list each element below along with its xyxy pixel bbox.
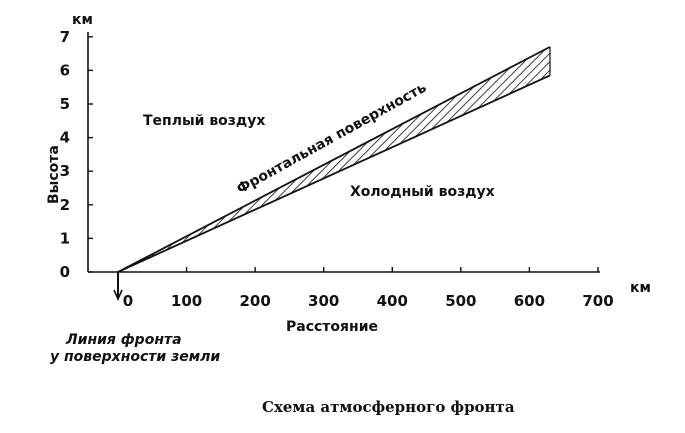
- x-tick-label: 0: [123, 292, 133, 310]
- y-axis-unit: км: [72, 12, 93, 28]
- x-tick-label: 200: [239, 292, 270, 310]
- y-tick-label: 7: [60, 28, 70, 46]
- y-tick-label: 1: [60, 229, 70, 247]
- y-tick-label: 3: [60, 162, 70, 180]
- x-tick-label: 500: [445, 292, 476, 310]
- x-tick-label: 700: [582, 292, 613, 310]
- y-tick-label: 0: [60, 263, 70, 281]
- y-tick-label: 4: [60, 129, 70, 147]
- y-tick-label: 2: [60, 196, 70, 214]
- cold-air-label: Холодный воздух: [350, 184, 495, 200]
- x-axis-unit: км: [630, 280, 651, 296]
- x-axis-label: Расстояние: [286, 319, 378, 335]
- x-tick-label: 400: [377, 292, 408, 310]
- front-line-label-2: у поверхности земли: [50, 349, 220, 365]
- tick-labels: 0 1 2 3 4 5 6 7 0 100 200 300 400 500 600 700: [60, 28, 614, 310]
- figure-caption: Схема атмосферного фронта: [262, 398, 515, 416]
- front-upper-boundary: [117, 46, 551, 273]
- frontal-surface: [117, 46, 551, 273]
- x-tick-label: 100: [171, 292, 202, 310]
- front-line-label-1: Линия фронта: [65, 332, 182, 348]
- y-tick-label: 6: [60, 61, 70, 79]
- y-axis-label: Высота: [46, 145, 62, 204]
- axes: [87, 32, 600, 301]
- x-tick-label: 600: [514, 292, 545, 310]
- front-lower-boundary: [117, 74, 551, 273]
- y-tick-label: 5: [60, 95, 70, 113]
- warm-air-label: Теплый воздух: [143, 113, 265, 129]
- front-line-arrow: [113, 289, 123, 301]
- x-tick-label: 300: [308, 292, 339, 310]
